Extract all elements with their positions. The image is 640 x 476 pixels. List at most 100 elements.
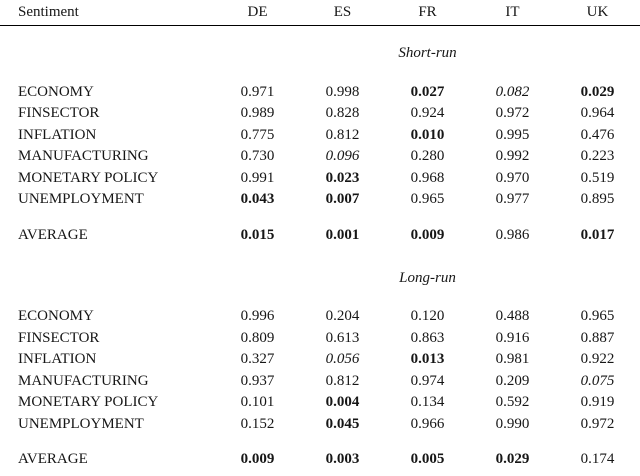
cell-fr: 0.924 [410, 105, 445, 122]
column-header-uk: UK [555, 0, 640, 26]
row-label: UNEMPLOYMENT [18, 191, 144, 208]
table-row: MANUFACTURING 0.730 0.096 0.280 0.992 0.… [0, 146, 640, 168]
cell-de: 0.991 [240, 169, 275, 186]
cell-de: 0.971 [240, 83, 275, 100]
cell-es: 0.056 [325, 351, 360, 368]
cell-uk: 0.017 [580, 226, 615, 243]
cell-uk: 0.895 [580, 191, 615, 208]
row-label: MONETARY POLICY [18, 394, 159, 411]
cell-fr: 0.005 [410, 451, 445, 468]
table-row: ECONOMY 0.996 0.204 0.120 0.488 0.965 [0, 306, 640, 328]
column-header-de: DE [215, 0, 300, 26]
table-row: FINSECTOR 0.809 0.613 0.863 0.916 0.887 [0, 328, 640, 350]
table-row-average: AVERAGE 0.009 0.003 0.005 0.029 0.174 [0, 449, 640, 471]
cell-de: 0.327 [240, 351, 275, 368]
cell-fr: 0.863 [410, 329, 445, 346]
spacer [0, 435, 640, 449]
cell-de: 0.009 [240, 451, 275, 468]
spacer [0, 64, 640, 82]
cell-de: 0.152 [240, 415, 275, 432]
section-row-short-run: Short-run [0, 43, 640, 64]
cell-it: 0.995 [495, 126, 530, 143]
cell-uk: 0.174 [580, 451, 615, 468]
cell-fr: 0.280 [410, 148, 445, 165]
row-label: MONETARY POLICY [18, 169, 159, 186]
cell-fr: 0.968 [410, 169, 445, 186]
cell-fr: 0.134 [410, 394, 445, 411]
cell-de: 0.730 [240, 148, 275, 165]
cell-es: 0.023 [325, 169, 360, 186]
row-label: AVERAGE [18, 226, 88, 243]
cell-es: 0.096 [325, 148, 360, 165]
cell-fr: 0.027 [410, 83, 445, 100]
cell-uk: 0.476 [580, 126, 615, 143]
cell-fr: 0.966 [410, 415, 445, 432]
cell-it: 0.986 [495, 226, 530, 243]
cell-es: 0.045 [325, 415, 360, 432]
spacer [0, 211, 640, 225]
row-label: ECONOMY [18, 308, 94, 325]
row-label: MANUFACTURING [18, 148, 149, 165]
cell-it: 0.488 [495, 308, 530, 325]
cell-es: 0.812 [325, 126, 360, 143]
column-header-fr: FR [385, 0, 470, 26]
cell-fr: 0.965 [410, 191, 445, 208]
cell-it: 0.592 [495, 394, 530, 411]
cell-es: 0.004 [325, 394, 360, 411]
cell-it: 0.972 [495, 105, 530, 122]
row-label: INFLATION [18, 126, 97, 143]
cell-fr: 0.009 [410, 226, 445, 243]
row-label: INFLATION [18, 351, 97, 368]
cell-es: 0.003 [325, 451, 360, 468]
cell-es: 0.204 [325, 308, 360, 325]
cell-uk: 0.964 [580, 105, 615, 122]
spacer [0, 246, 640, 268]
row-label: UNEMPLOYMENT [18, 415, 144, 432]
cell-uk: 0.223 [580, 148, 615, 165]
table-row: UNEMPLOYMENT 0.043 0.007 0.965 0.977 0.8… [0, 189, 640, 211]
cell-fr: 0.120 [410, 308, 445, 325]
cell-it: 0.029 [495, 451, 530, 468]
cell-es: 0.998 [325, 83, 360, 100]
cell-it: 0.977 [495, 191, 530, 208]
row-label: ECONOMY [18, 83, 94, 100]
table-row: MONETARY POLICY 0.101 0.004 0.134 0.592 … [0, 392, 640, 414]
column-header-es: ES [300, 0, 385, 26]
table-row: UNEMPLOYMENT 0.152 0.045 0.966 0.990 0.9… [0, 414, 640, 436]
cell-fr: 0.010 [410, 126, 445, 143]
row-label: FINSECTOR [18, 105, 100, 122]
spacer [0, 289, 640, 306]
table-header-row: Sentiment DE ES FR IT UK [0, 0, 640, 26]
column-header-sentiment: Sentiment [0, 0, 215, 26]
cell-it: 0.082 [495, 83, 530, 100]
table-row: MANUFACTURING 0.937 0.812 0.974 0.209 0.… [0, 371, 640, 393]
cell-fr: 0.974 [410, 372, 445, 389]
cell-de: 0.015 [240, 226, 275, 243]
cell-uk: 0.029 [580, 83, 615, 100]
table-row: FINSECTOR 0.989 0.828 0.924 0.972 0.964 [0, 103, 640, 125]
cell-uk: 0.519 [580, 169, 615, 186]
section-row-long-run: Long-run [0, 268, 640, 289]
cell-de: 0.775 [240, 126, 275, 143]
cell-uk: 0.887 [580, 329, 615, 346]
cell-es: 0.828 [325, 105, 360, 122]
cell-de: 0.937 [240, 372, 275, 389]
cell-uk: 0.965 [580, 308, 615, 325]
cell-it: 0.992 [495, 148, 530, 165]
column-header-it: IT [470, 0, 555, 26]
table-row: INFLATION 0.327 0.056 0.013 0.981 0.922 [0, 349, 640, 371]
section-title-short-run: Short-run [398, 44, 457, 61]
cell-it: 0.970 [495, 169, 530, 186]
cell-es: 0.812 [325, 372, 360, 389]
cell-it: 0.981 [495, 351, 530, 368]
table-row-average: AVERAGE 0.015 0.001 0.009 0.986 0.017 [0, 225, 640, 247]
cell-fr: 0.013 [410, 351, 445, 368]
cell-es: 0.001 [325, 226, 360, 243]
table-row: MONETARY POLICY 0.991 0.023 0.968 0.970 … [0, 168, 640, 190]
row-label: AVERAGE [18, 451, 88, 468]
cell-de: 0.101 [240, 394, 275, 411]
section-title-long-run: Long-run [399, 270, 456, 286]
cell-de: 0.043 [240, 191, 275, 208]
row-label: MANUFACTURING [18, 372, 149, 389]
cell-it: 0.916 [495, 329, 530, 346]
